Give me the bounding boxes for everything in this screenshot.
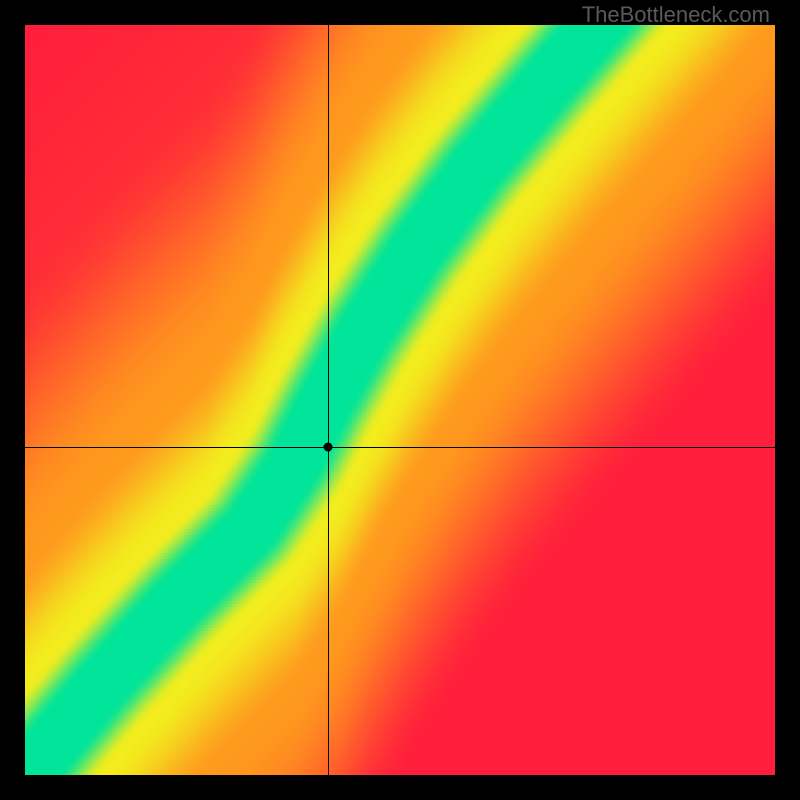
- watermark-text: TheBottleneck.com: [582, 2, 770, 28]
- bottleneck-heatmap: [25, 25, 775, 775]
